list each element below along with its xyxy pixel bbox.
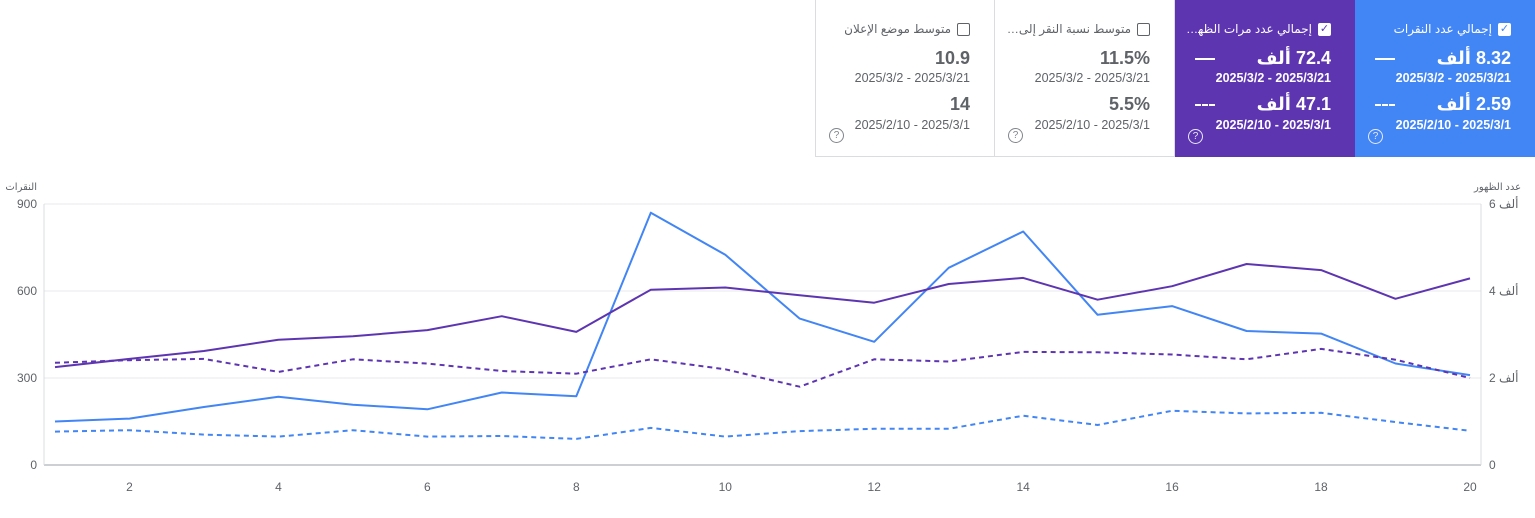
- card-header: ✓ إجمالي عدد النقرات: [1365, 22, 1511, 36]
- value-recent: 11.5%: [1099, 48, 1150, 68]
- range-previous: 2025/2/10 - 2025/3/1: [854, 118, 970, 132]
- value-previous: 5.5%: [1108, 94, 1150, 114]
- right-axis-ticks: 0 2 ألف 4 ألف 6 ألف: [1489, 196, 1518, 472]
- series-line-clicks-previous[interactable]: [54, 409, 1471, 440]
- x-axis-ticks: 2 4 6 8 10 12 14 16 18 20: [126, 480, 1477, 494]
- help-icon[interactable]: ?: [1008, 128, 1023, 143]
- metric-cards: ✓ إجمالي عدد النقرات 8.32 ألف 2025/3/2 -…: [815, 0, 1535, 157]
- range-recent: 2025/3/2 - 2025/3/21: [1034, 71, 1150, 85]
- recent-row: 10.9: [836, 48, 970, 69]
- checkbox-checked-icon[interactable]: ✓: [1498, 22, 1511, 36]
- value-previous: 14: [949, 94, 970, 114]
- checkbox-checked-icon[interactable]: ✓: [1318, 22, 1331, 36]
- right-tick-label: 6 ألف: [1489, 196, 1518, 211]
- chart-grid: [43, 203, 1482, 466]
- previous-row: 2.59 ألف: [1375, 94, 1511, 115]
- recent-row: 11.5%: [1015, 48, 1150, 69]
- dashed-line-legend-icon: [1195, 103, 1215, 106]
- help-icon[interactable]: ?: [829, 128, 844, 143]
- left-tick-label: 900: [17, 197, 37, 211]
- left-tick-label: 0: [30, 458, 37, 472]
- range-recent: 2025/3/2 - 2025/3/21: [854, 71, 970, 85]
- right-tick-label: 2 ألف: [1489, 370, 1518, 385]
- value-recent: 72.4 ألف: [1256, 48, 1331, 68]
- right-axis-title: عدد الظهور: [1473, 182, 1521, 193]
- card-total-impressions[interactable]: ✓ إجمالي عدد مرات الظهـ... 72.4 ألف 2025…: [1175, 0, 1355, 157]
- card-title: متوسط نسبة النقر إلى الـ...: [1005, 22, 1131, 36]
- left-tick-label: 600: [17, 284, 37, 298]
- left-axis-ticks: 0 300 600 900: [17, 197, 37, 472]
- x-tick-label: 4: [275, 480, 282, 494]
- help-icon[interactable]: ?: [1188, 129, 1203, 144]
- recent-row: 8.32 ألف: [1375, 48, 1511, 69]
- left-tick-label: 300: [17, 371, 37, 385]
- series-line-clicks-recent[interactable]: [54, 211, 1471, 423]
- x-tick-label: 18: [1314, 480, 1328, 494]
- card-header: متوسط موضع الإعلان: [826, 22, 970, 36]
- range-previous: 2025/2/10 - 2025/3/1: [1395, 118, 1511, 132]
- x-tick-label: 12: [868, 480, 882, 494]
- series-line-impressions-previous[interactable]: [54, 347, 1471, 388]
- x-tick-label: 8: [573, 480, 580, 494]
- solid-line-legend-icon: [1375, 57, 1395, 60]
- range-previous: 2025/2/10 - 2025/3/1: [1034, 118, 1150, 132]
- card-title: إجمالي عدد النقرات: [1393, 22, 1492, 36]
- card-total-clicks[interactable]: ✓ إجمالي عدد النقرات 8.32 ألف 2025/3/2 -…: [1355, 0, 1535, 157]
- value-recent: 8.32 ألف: [1436, 48, 1511, 68]
- card-average-position[interactable]: متوسط موضع الإعلان 10.9 2025/3/2 - 2025/…: [815, 0, 995, 157]
- x-tick-label: 2: [126, 480, 133, 494]
- chart-series: [54, 211, 1471, 440]
- checkbox-unchecked-icon[interactable]: [1137, 22, 1150, 36]
- value-recent: 10.9: [934, 48, 970, 68]
- card-average-ctr[interactable]: متوسط نسبة النقر إلى الـ... 11.5% 2025/3…: [995, 0, 1175, 157]
- previous-row: 5.5%: [1015, 94, 1150, 115]
- card-header: ✓ إجمالي عدد مرات الظهـ...: [1185, 22, 1331, 36]
- left-axis-title: النقرات: [5, 182, 37, 193]
- performance-line-chart: 0 300 600 900 0 2 ألف 4 ألف 6 ألف 2 4 6 8 10 12 14 16…: [5, 182, 1521, 494]
- x-tick-label: 20: [1463, 480, 1477, 494]
- card-title: متوسط موضع الإعلان: [844, 22, 951, 36]
- right-tick-label: 4 ألف: [1489, 283, 1518, 298]
- checkbox-unchecked-icon[interactable]: [957, 22, 970, 36]
- previous-row: 47.1 ألف: [1195, 94, 1331, 115]
- range-recent: 2025/3/2 - 2025/3/21: [1395, 71, 1511, 85]
- x-tick-label: 14: [1016, 480, 1030, 494]
- x-tick-label: 6: [424, 480, 431, 494]
- value-previous: 2.59 ألف: [1436, 94, 1511, 114]
- value-previous: 47.1 ألف: [1256, 94, 1331, 114]
- right-tick-label: 0: [1489, 458, 1496, 472]
- dashed-line-legend-icon: [1375, 103, 1395, 106]
- solid-line-legend-icon: [1195, 57, 1215, 60]
- card-title: إجمالي عدد مرات الظهـ...: [1185, 22, 1312, 36]
- help-icon[interactable]: ?: [1368, 129, 1383, 144]
- x-tick-label: 10: [719, 480, 733, 494]
- series-line-impressions-recent[interactable]: [54, 263, 1471, 369]
- previous-row: 14: [836, 94, 970, 115]
- range-previous: 2025/2/10 - 2025/3/1: [1215, 118, 1331, 132]
- x-tick-label: 16: [1165, 480, 1179, 494]
- recent-row: 72.4 ألف: [1195, 48, 1331, 69]
- range-recent: 2025/3/2 - 2025/3/21: [1215, 71, 1331, 85]
- card-header: متوسط نسبة النقر إلى الـ...: [1005, 22, 1150, 36]
